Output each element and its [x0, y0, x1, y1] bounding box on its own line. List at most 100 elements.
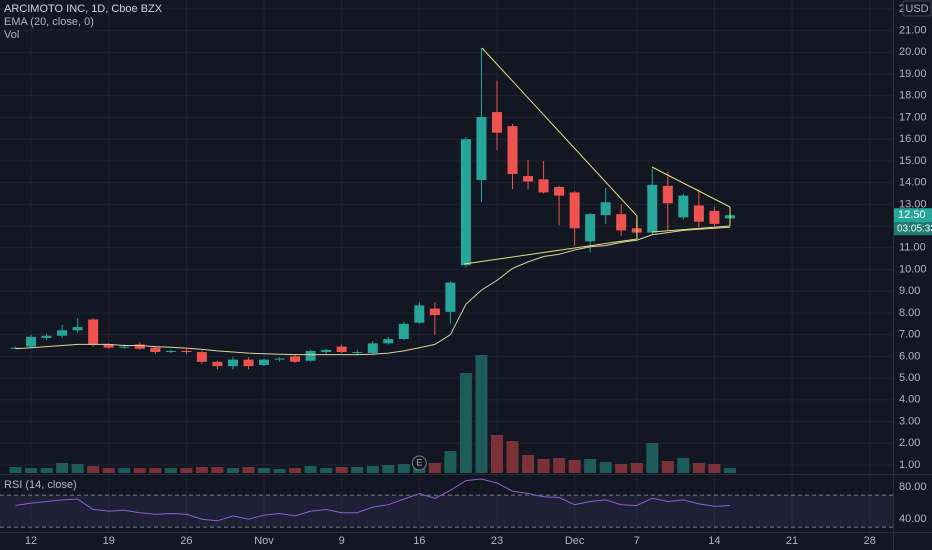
candle-body: [165, 350, 176, 353]
y-tick-label: 5.00: [899, 372, 920, 384]
volume-bar: [599, 462, 612, 473]
volume-bar: [661, 461, 674, 473]
volume-bar: [304, 466, 317, 473]
volume-bar: [351, 467, 364, 473]
trend-line: [651, 225, 731, 233]
x-tick-label: Dec: [565, 535, 585, 547]
chart-title: ARCIMOTO INC, 1D, Cboe BZX: [4, 3, 163, 15]
candle-body: [616, 214, 627, 231]
y-tick-label: 10.00: [899, 263, 927, 275]
volume-bar: [397, 464, 410, 473]
volume-bar: [102, 468, 115, 473]
candle-body: [41, 335, 52, 338]
rsi-tick-label: 80.00: [899, 481, 927, 493]
volume-bar: [382, 465, 395, 473]
axes: 1.00 2.00 3.00 4.00 5.00 6.00 7.00 8.00 9.00 10.0…: [25, 3, 932, 547]
candle-body: [88, 319, 99, 345]
volume-bar: [71, 464, 84, 473]
candle-body: [305, 350, 316, 361]
candle-body: [538, 179, 549, 193]
volume-bar: [149, 468, 162, 473]
volume-bar: [444, 451, 457, 473]
trend-line: [481, 47, 638, 217]
volume-bar: [615, 464, 628, 473]
candle-body: [227, 359, 238, 367]
y-tick-label: 2.00: [899, 437, 920, 449]
x-tick-label: 9: [339, 535, 345, 547]
y-tick-label: 11.00: [899, 242, 926, 254]
candle-body: [678, 195, 689, 218]
candle-body: [321, 349, 332, 353]
trend-lines: [463, 47, 731, 265]
volume-bar: [164, 468, 177, 473]
volume-bar: [428, 463, 441, 473]
y-tick-label: 13.00: [899, 198, 927, 210]
volume-bar: [133, 468, 146, 473]
volume-bar: [226, 468, 239, 473]
candle-body: [554, 186, 565, 196]
candle-body: [507, 126, 518, 174]
x-tick-label: 12: [25, 535, 37, 547]
volume-bar: [553, 458, 566, 473]
volume-bar: [475, 355, 488, 473]
currency-box[interactable]: [902, 0, 932, 17]
candle-body: [212, 361, 223, 367]
y-tick-label: 20.00: [899, 46, 927, 58]
volume-bar: [56, 463, 69, 473]
x-tick-label: Nov: [254, 535, 274, 547]
candle-body: [119, 346, 130, 348]
volume-bar: [537, 459, 550, 473]
indicator-label: RSI (14, close): [4, 479, 77, 491]
indicator-label: EMA (20, close, 0): [4, 16, 94, 28]
y-tick-label: 14.00: [899, 177, 927, 189]
y-tick-label: 19.00: [899, 68, 927, 80]
rsi-pane: [0, 478, 893, 528]
volume-bar: [118, 468, 131, 473]
rsi-tick-label: 40.00: [899, 513, 927, 525]
candle-body: [57, 330, 68, 336]
candle-body: [398, 323, 409, 340]
candle-body: [26, 336, 37, 347]
volume-bar: [289, 468, 302, 473]
volume-bar: [9, 467, 22, 473]
candle-body: [662, 185, 673, 204]
volume-bar: [87, 466, 100, 473]
candle-body: [72, 327, 83, 331]
y-tick-label: 8.00: [899, 307, 920, 319]
candle-body: [709, 210, 720, 224]
volume-bar: [692, 463, 705, 473]
candle-body: [693, 205, 704, 222]
candle-body: [290, 356, 301, 362]
trend-line: [651, 166, 731, 208]
candle-body: [460, 139, 471, 266]
x-tick-label: 16: [413, 535, 425, 547]
candle-body: [429, 308, 440, 316]
candle-body: [150, 347, 161, 353]
x-tick-label: 23: [491, 535, 503, 547]
candle-body: [569, 192, 580, 229]
volume-bar: [708, 464, 721, 473]
last-price-badge: [894, 208, 932, 223]
candle-body: [600, 202, 611, 216]
x-tick-label: 14: [708, 535, 720, 547]
y-tick-label: 7.00: [899, 329, 920, 341]
indicator-label: Vol: [4, 29, 19, 41]
candle-body: [414, 305, 425, 323]
volume-bar: [25, 468, 38, 473]
candle-body: [491, 112, 502, 133]
y-tick-label: 9.00: [899, 285, 920, 297]
x-tick-label: 26: [180, 535, 192, 547]
volume-bar: [459, 373, 472, 473]
y-tick-label: 4.00: [899, 394, 920, 406]
event-label: E: [416, 457, 422, 467]
candle-body: [445, 282, 456, 312]
candle-body: [243, 359, 254, 367]
y-tick-label: 6.00: [899, 350, 920, 362]
candle-body: [134, 344, 145, 349]
volume-bar: [366, 466, 379, 473]
volume-pane: [9, 355, 736, 473]
x-tick-label: 7: [634, 535, 640, 547]
volume-bar: [335, 467, 348, 473]
y-tick-label: 16.00: [899, 133, 927, 145]
